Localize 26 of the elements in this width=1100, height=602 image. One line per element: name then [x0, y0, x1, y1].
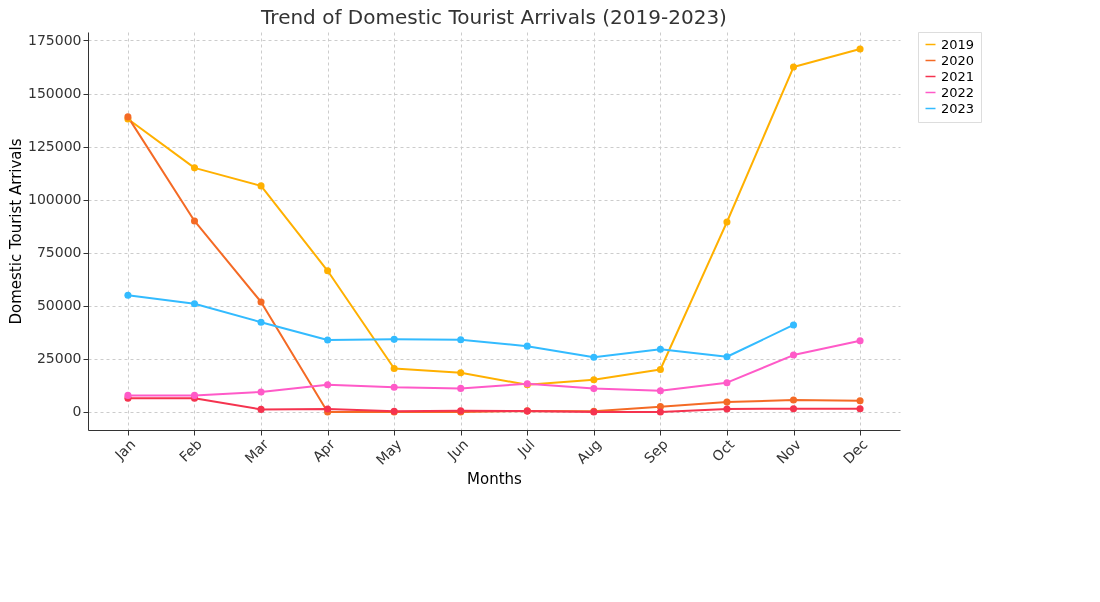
legend-label: 2019 [941, 36, 975, 52]
y-tick-label: 25000 [36, 350, 82, 367]
y-tick-label: 175000 [28, 31, 82, 48]
x-axis-title: Months [467, 469, 523, 488]
y-tick-label: 50000 [36, 297, 82, 314]
y-tick-label: 75000 [36, 244, 82, 261]
x-tick-label: Feb [176, 436, 205, 465]
chart-title: Trend of Domestic Tourist Arrivals (2019-2023) [260, 5, 727, 29]
x-tick-label: Mar [241, 435, 272, 467]
legend-label: 2020 [941, 52, 975, 68]
y-tick-label: 100000 [28, 191, 82, 208]
x-tick-label: Oct [708, 435, 738, 465]
y-tick-label: 125000 [28, 138, 82, 155]
x-tick-label: Dec [839, 436, 871, 467]
x-tick-label: Jan [111, 436, 139, 464]
y-tick-label: 0 [72, 403, 82, 420]
x-tick-label: Jul [513, 436, 538, 461]
x-tick-label: Sep [640, 436, 671, 467]
legend-label: 2022 [941, 84, 975, 100]
x-tick-label: Aug [573, 436, 605, 467]
x-tick-label: Apr [309, 435, 339, 465]
legend-label: 2021 [941, 68, 975, 84]
x-tick-label: Jun [443, 436, 472, 464]
y-tick-label: 150000 [28, 85, 82, 102]
legend-label: 2023 [941, 100, 975, 116]
y-axis-title: Domestic Tourist Arrivals [7, 138, 26, 325]
